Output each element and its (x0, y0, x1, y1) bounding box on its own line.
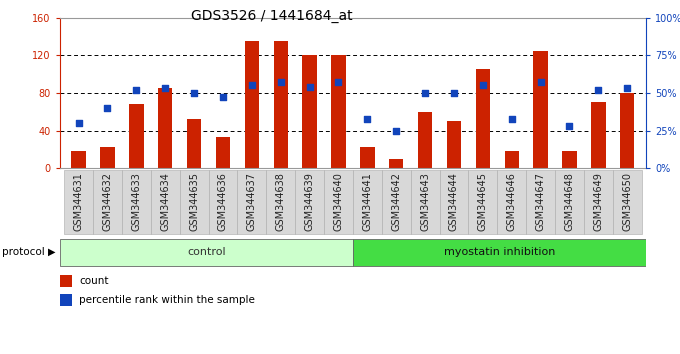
Point (535, 80, 546, 85)
Bar (71, 151, 86, 168)
Text: count: count (79, 276, 108, 286)
Text: GSM344647: GSM344647 (536, 172, 545, 232)
Bar (303, 55, 317, 168)
Text: GSM344650: GSM344650 (622, 172, 632, 232)
Bar (245, 41, 259, 168)
Point (593, 87, 604, 93)
Point (622, 86, 632, 91)
Bar (129, 104, 143, 168)
Bar (273, 41, 288, 168)
FancyBboxPatch shape (353, 239, 646, 266)
Bar (533, 51, 548, 168)
Point (188, 90, 199, 96)
Text: GSM344641: GSM344641 (362, 172, 373, 232)
Text: GSM344632: GSM344632 (103, 172, 112, 232)
Bar (187, 119, 201, 168)
Bar (505, 151, 519, 168)
Text: GSM344646: GSM344646 (507, 172, 517, 232)
Point (564, 123, 575, 129)
Bar (331, 55, 345, 168)
Text: GSM344644: GSM344644 (449, 172, 459, 232)
Bar (620, 93, 634, 168)
Text: control: control (187, 247, 226, 257)
Text: GSM344649: GSM344649 (594, 172, 603, 232)
Bar (360, 148, 375, 168)
Point (102, 105, 113, 111)
Bar (411, 170, 439, 234)
Bar (613, 170, 642, 234)
Bar (100, 148, 115, 168)
Text: percentile rank within the sample: percentile rank within the sample (79, 295, 255, 305)
Point (477, 82, 488, 88)
Bar (295, 170, 324, 234)
Bar (389, 159, 403, 168)
Bar (180, 170, 209, 234)
Text: GSM344631: GSM344631 (73, 172, 84, 232)
Point (362, 116, 373, 121)
Text: GDS3526 / 1441684_at: GDS3526 / 1441684_at (191, 9, 353, 23)
Bar (93, 170, 122, 234)
Bar (584, 170, 613, 234)
Text: ▶: ▶ (48, 247, 56, 257)
Text: GSM344638: GSM344638 (275, 172, 286, 232)
Bar (122, 170, 151, 234)
Text: GSM344633: GSM344633 (131, 172, 141, 232)
Bar (237, 170, 267, 234)
Point (391, 128, 402, 133)
Text: GSM344639: GSM344639 (305, 172, 315, 232)
Text: myostatin inhibition: myostatin inhibition (444, 247, 555, 257)
Point (131, 87, 142, 93)
Point (275, 80, 286, 85)
Bar (418, 112, 432, 168)
Bar (151, 170, 180, 234)
Point (507, 116, 517, 121)
Text: GSM344636: GSM344636 (218, 172, 228, 232)
Bar (158, 88, 173, 168)
Point (304, 84, 315, 90)
Bar (209, 170, 237, 234)
Text: GSM344634: GSM344634 (160, 172, 170, 232)
Bar (324, 170, 353, 234)
Text: GSM344648: GSM344648 (564, 172, 575, 232)
Bar (353, 170, 381, 234)
Bar (497, 170, 526, 234)
Bar (439, 170, 469, 234)
Bar (469, 170, 497, 234)
Bar (555, 170, 584, 234)
Bar (562, 151, 577, 168)
Bar (447, 121, 461, 168)
Text: GSM344643: GSM344643 (420, 172, 430, 232)
Bar (381, 170, 411, 234)
Text: GSM344642: GSM344642 (391, 172, 401, 232)
Text: GSM344637: GSM344637 (247, 172, 257, 232)
Bar (60, 295, 71, 306)
Bar (64, 170, 93, 234)
Point (333, 80, 344, 85)
Bar (60, 275, 71, 287)
Bar (267, 170, 295, 234)
Point (73, 120, 84, 126)
Point (218, 95, 228, 100)
Bar (216, 137, 231, 168)
Text: GSM344640: GSM344640 (333, 172, 343, 232)
Bar (591, 102, 606, 168)
Text: GSM344645: GSM344645 (478, 172, 488, 232)
FancyBboxPatch shape (60, 239, 353, 266)
Point (449, 90, 460, 96)
Point (246, 82, 257, 88)
Bar (526, 170, 555, 234)
Point (160, 86, 171, 91)
Bar (475, 69, 490, 168)
Point (420, 90, 430, 96)
Text: GSM344635: GSM344635 (189, 172, 199, 232)
Text: protocol: protocol (2, 247, 45, 257)
